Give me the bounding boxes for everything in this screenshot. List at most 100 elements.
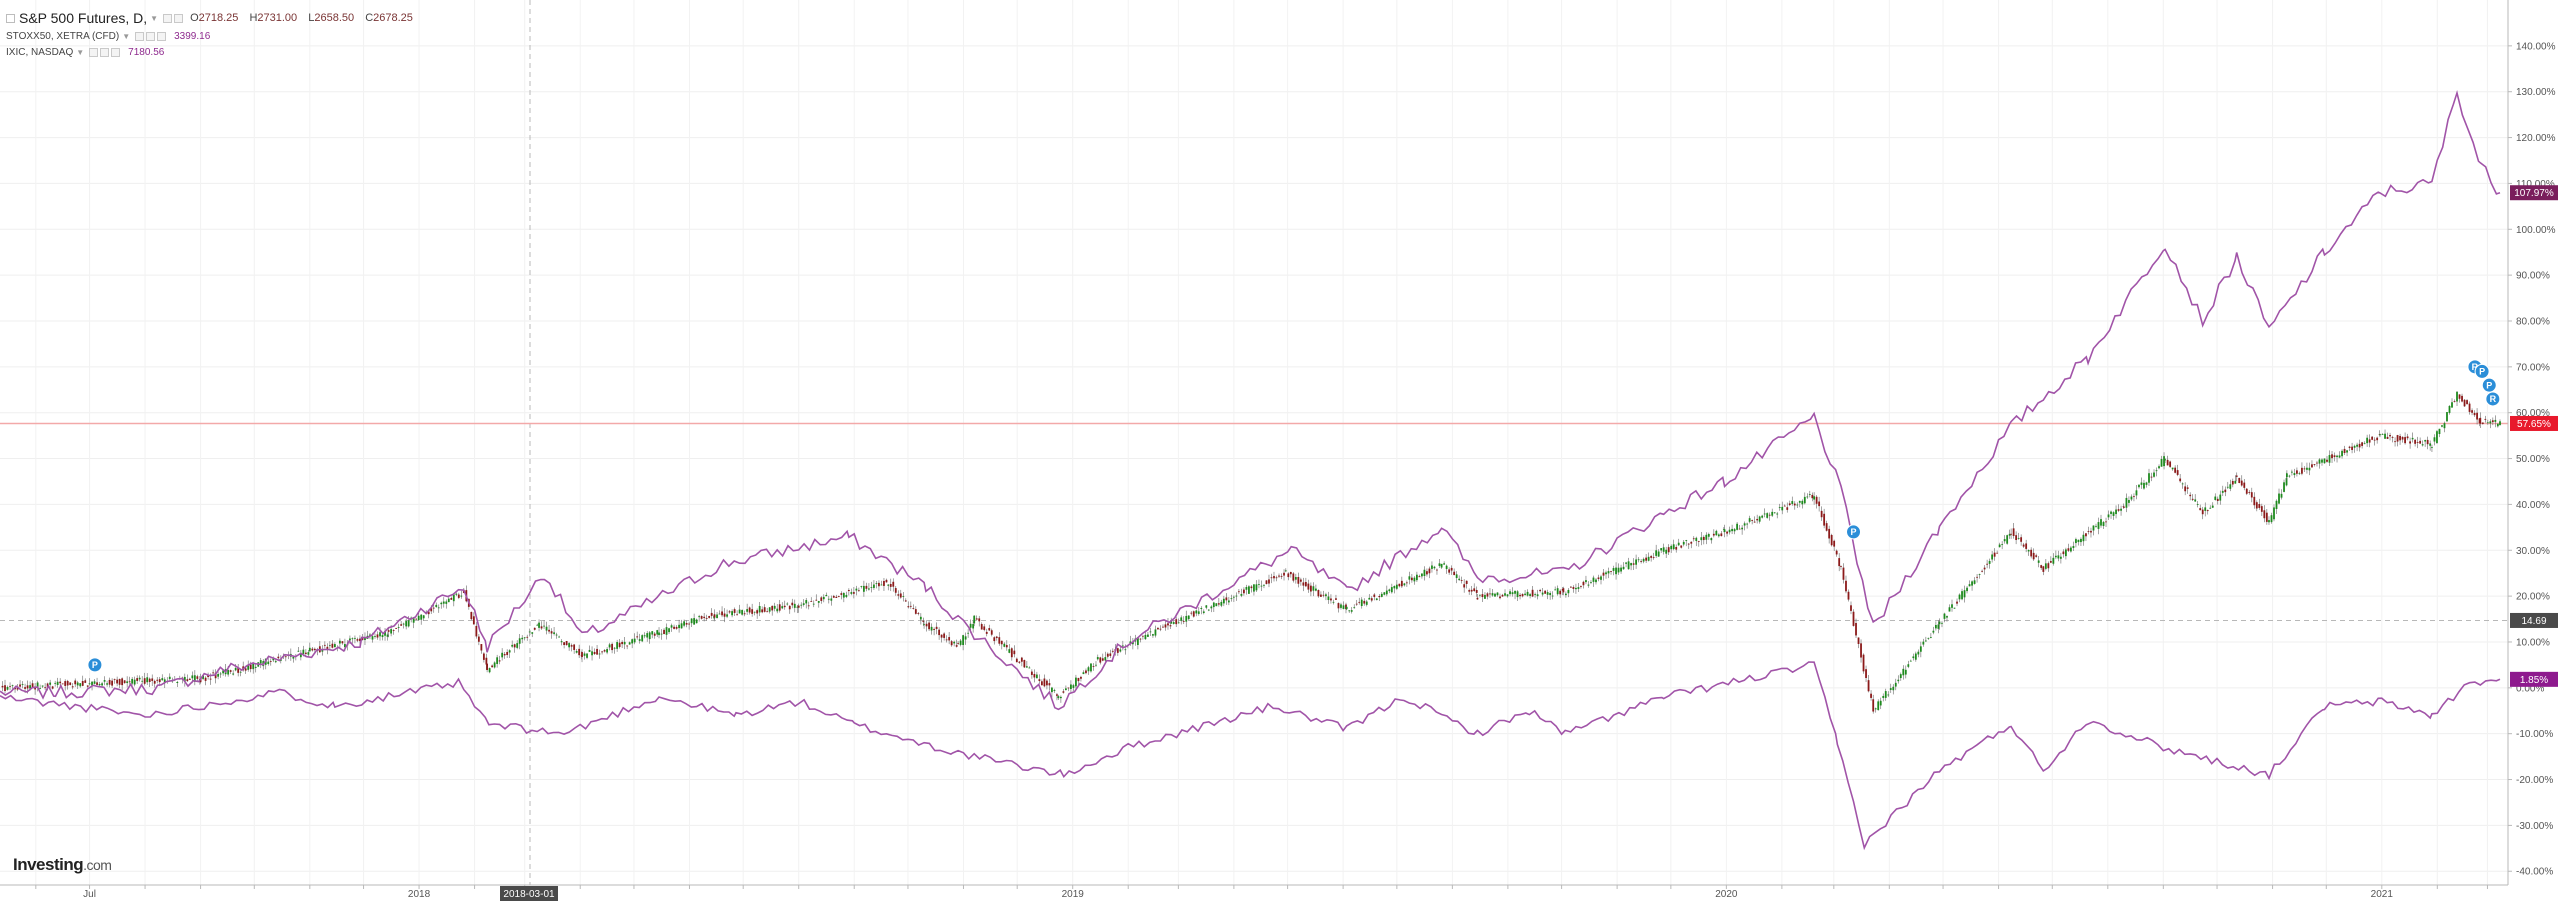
candle-body	[1887, 694, 1890, 696]
candle-body	[2214, 496, 2217, 500]
candle-body	[1973, 580, 1976, 584]
candle-body	[1008, 649, 1011, 653]
candle-body	[935, 626, 938, 629]
candle-body	[2298, 473, 2301, 475]
candle-body	[2030, 549, 2033, 557]
candle-body	[603, 650, 606, 652]
close-icon[interactable]	[111, 47, 121, 57]
close-icon[interactable]	[157, 31, 167, 41]
candle-body	[1652, 557, 1655, 559]
candle-body	[728, 611, 731, 613]
candle-body	[168, 676, 171, 679]
chevron-down-icon[interactable]: ▼	[76, 47, 85, 57]
candle-body	[450, 597, 453, 600]
price-axis[interactable]: 140.00% 130.00% 120.00% 110.00% 100.00% 90.00…	[2508, 41, 2556, 878]
time-axis[interactable]: Jul 2018 2019 2020 2021	[35, 885, 2488, 900]
y-tick-label: 110.00%	[2516, 179, 2555, 190]
candle-body	[1416, 574, 1418, 581]
candle-body	[805, 600, 808, 604]
candle-body	[2087, 531, 2090, 532]
event-marker[interactable]	[87, 657, 103, 673]
candle-body	[1707, 534, 1710, 537]
candle-body	[2110, 511, 2112, 514]
candle-body	[1879, 700, 1882, 706]
collapse-icon[interactable]	[6, 13, 15, 23]
event-marker[interactable]	[2481, 377, 2497, 393]
candle-body	[1410, 577, 1413, 581]
event-marker[interactable]	[1846, 524, 1862, 540]
candle-body	[1101, 658, 1104, 661]
candle-body	[840, 593, 843, 595]
candle-body	[1801, 500, 1804, 505]
candle-body	[2489, 421, 2492, 424]
candle-body	[2484, 418, 2487, 420]
visibility-icon[interactable]	[89, 47, 99, 57]
candle-body	[885, 579, 888, 583]
event-markers[interactable]: PPR PPR	[87, 359, 2501, 673]
chevron-down-icon[interactable]: ▼	[122, 31, 131, 41]
candle-body	[2070, 547, 2072, 552]
candle-body	[84, 680, 87, 683]
candle-body	[1710, 538, 1713, 541]
candle-body	[1751, 519, 1754, 521]
candle-body	[1030, 671, 1033, 675]
candle-body	[1650, 556, 1653, 558]
candle-body	[1237, 591, 1240, 593]
candle-body	[374, 636, 376, 637]
candle-body	[351, 638, 354, 640]
candle-body	[1929, 637, 1932, 638]
candle-body	[766, 611, 769, 613]
candle-body	[962, 635, 965, 646]
candle-body	[1, 685, 4, 688]
candle-body	[488, 668, 491, 673]
settings-icon[interactable]	[100, 47, 110, 57]
candle-body	[1111, 650, 1114, 652]
candle-body	[670, 625, 673, 628]
y-tick-label: 50.00%	[2516, 454, 2550, 465]
candle-body	[1043, 678, 1046, 687]
candle-body	[1823, 513, 1826, 526]
candle-body	[1491, 593, 1494, 596]
candle-body	[267, 661, 270, 665]
candle-body	[2458, 394, 2461, 399]
candle-body	[1438, 563, 1441, 566]
candle-body	[361, 636, 364, 640]
main-symbol-title[interactable]: S&P 500 Futures, D,	[19, 10, 148, 26]
visibility-icon[interactable]	[135, 31, 145, 41]
settings-icon[interactable]	[163, 13, 173, 23]
series-title[interactable]: STOXX50, XETRA (CFD)	[6, 30, 120, 42]
candle-body	[1475, 590, 1478, 593]
candle-body	[2035, 555, 2038, 557]
candle-body	[855, 588, 858, 591]
candle-body	[1958, 594, 1961, 600]
close-icon[interactable]	[174, 13, 184, 23]
x-tick-label: 2019	[1062, 889, 1085, 900]
chevron-down-icon[interactable]: ▼	[150, 13, 159, 23]
candle-body	[1645, 557, 1648, 561]
candle-body	[1963, 590, 1966, 598]
series-title[interactable]: IXIC, NASDAQ	[6, 46, 74, 58]
candle-body	[1388, 589, 1391, 592]
candle-body	[1872, 699, 1875, 712]
candle-body	[1065, 688, 1067, 691]
candle-body	[2097, 522, 2100, 529]
candle-body	[61, 683, 64, 685]
event-marker[interactable]	[2474, 363, 2490, 379]
candle-body	[1159, 628, 1162, 630]
candle-body	[292, 656, 295, 659]
candle-body	[1431, 565, 1433, 569]
candle-body	[683, 621, 685, 626]
candle-body	[397, 627, 400, 628]
candle-body	[1340, 604, 1342, 608]
candle-body	[1335, 598, 1337, 600]
event-marker[interactable]	[2485, 391, 2501, 407]
candle-body	[390, 629, 393, 634]
settings-icon[interactable]	[146, 31, 156, 41]
candle-body	[796, 606, 799, 608]
candle-body	[1129, 641, 1132, 644]
candle-body	[2082, 534, 2085, 542]
candle-body	[847, 589, 850, 592]
candle-body	[1731, 528, 1733, 532]
investing-logo[interactable]: Investing.com	[13, 855, 112, 874]
